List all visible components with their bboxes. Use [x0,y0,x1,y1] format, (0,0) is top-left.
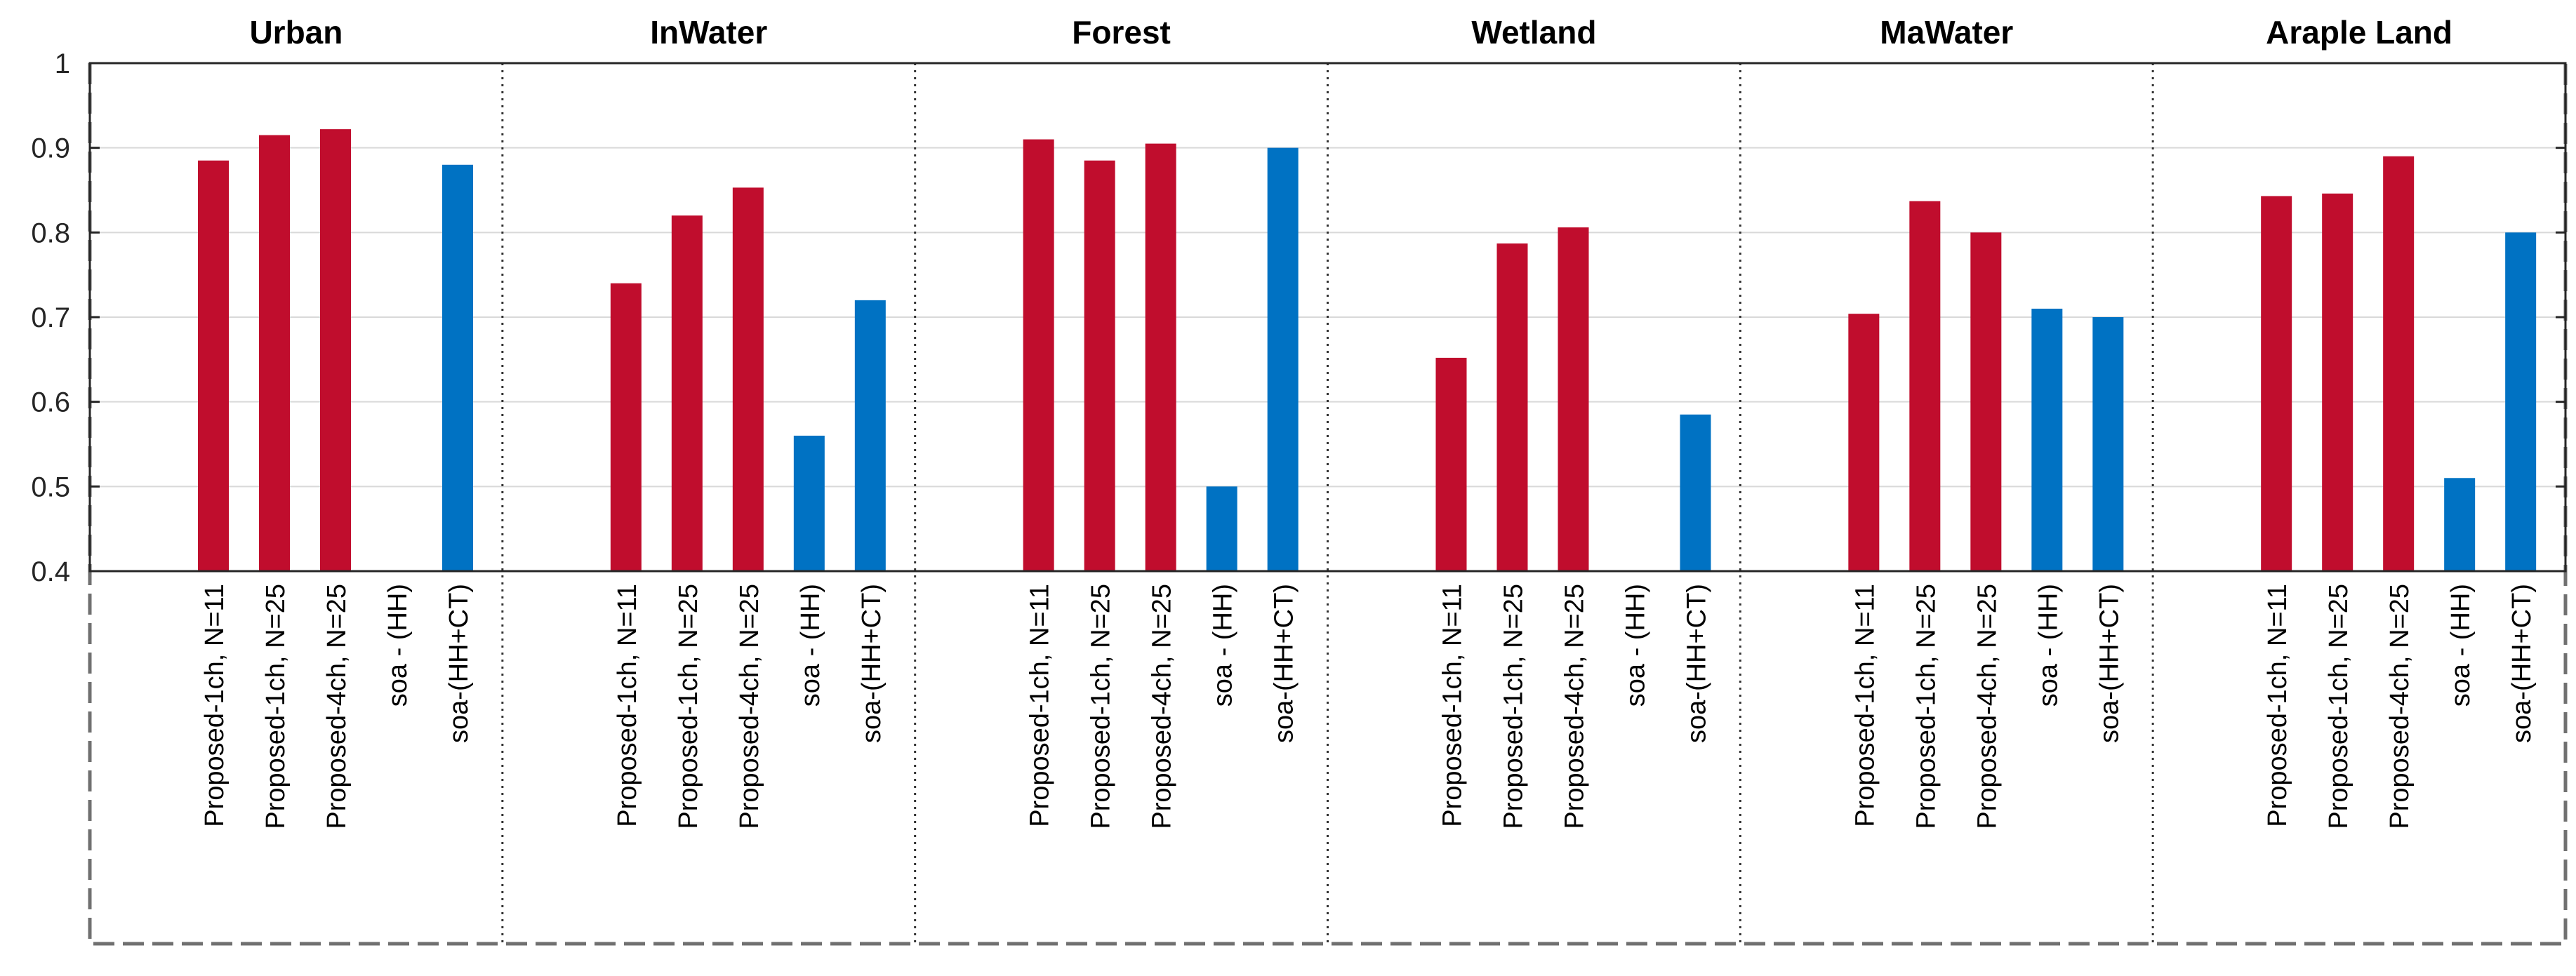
category-label: soa-(HH+CT) [444,584,474,743]
bar [2031,308,2063,571]
category-label: Proposed-4ch, N=25 [1148,584,1177,829]
bar [1909,201,1941,572]
category-label: Proposed-1ch, N=11 [200,584,230,827]
category-label: soa - (HH) [1209,584,1238,707]
category-label: Proposed-1ch, N=25 [261,584,291,829]
group-title: InWater [650,14,767,51]
bar [671,215,703,571]
category-label: Proposed-1ch, N=11 [1850,584,1880,827]
bar [1023,139,1054,572]
y-tick-label: 0.8 [31,218,70,248]
y-tick-label: 0.4 [31,556,70,587]
bar [2322,193,2353,571]
category-label: soa - (HH) [796,584,825,707]
category-label: Proposed-4ch, N=25 [1972,584,2002,829]
bar [2505,232,2537,571]
category-label: soa-(HH+CT) [1270,584,1299,743]
category-label: Proposed-1ch, N=11 [2263,584,2292,827]
category-label: soa-(HH+CT) [1682,584,1712,743]
bar [793,435,825,571]
bar [732,187,764,571]
group-title: Araple Land [2266,14,2452,51]
bar [1206,486,1237,571]
bar [854,300,886,571]
bar [442,164,473,572]
bar [1848,314,1880,571]
category-label: Proposed-1ch, N=25 [2324,584,2353,829]
category-label: soa-(HH+CT) [857,584,887,743]
category-label: Proposed-4ch, N=25 [322,584,352,829]
category-label: soa - (HH) [2033,584,2063,707]
bar [2444,478,2476,571]
category-label: Proposed-1ch, N=11 [1438,584,1468,827]
category-label: Proposed-1ch, N=25 [1911,584,1941,829]
category-label: Proposed-1ch, N=11 [1025,584,1055,827]
bar [1145,143,1176,572]
category-label: soa-(HH+CT) [2507,584,2537,743]
category-label: soa - (HH) [1621,584,1651,707]
bar [2092,317,2124,571]
category-label: Proposed-1ch, N=25 [1087,584,1116,829]
group-title: Urban [249,14,343,51]
category-label: Proposed-4ch, N=25 [735,584,764,829]
bar [1558,227,1589,571]
y-tick-label: 0.6 [31,387,70,418]
category-label: Proposed-4ch, N=25 [2385,584,2415,829]
group-title: Forest [1072,14,1171,51]
y-tick-label: 0.5 [31,472,70,502]
category-label: Proposed-1ch, N=11 [613,584,642,827]
category-label: soa - (HH) [2446,584,2476,707]
category-label: Proposed-1ch, N=25 [674,584,703,829]
group-title: Wetland [1471,14,1596,51]
bar [320,129,351,571]
category-label: soa - (HH) [383,584,413,707]
bar [2383,156,2415,571]
bar [1970,232,2002,571]
y-tick-label: 0.9 [31,133,70,164]
category-label: Proposed-1ch, N=25 [1499,584,1529,829]
category-label: soa-(HH+CT) [2094,584,2124,743]
bar [1267,147,1299,571]
bar [1084,160,1115,571]
bar [1496,243,1528,571]
bar [259,135,290,572]
bar [198,160,229,571]
group-title: MaWater [1880,14,2013,51]
y-tick-label: 0.7 [31,302,70,333]
bar [1680,414,1711,571]
bar [610,283,642,571]
bar [1435,357,1467,571]
category-label: Proposed-4ch, N=25 [1560,584,1590,829]
y-tick-label: 1 [55,48,70,79]
bar [2261,196,2292,571]
